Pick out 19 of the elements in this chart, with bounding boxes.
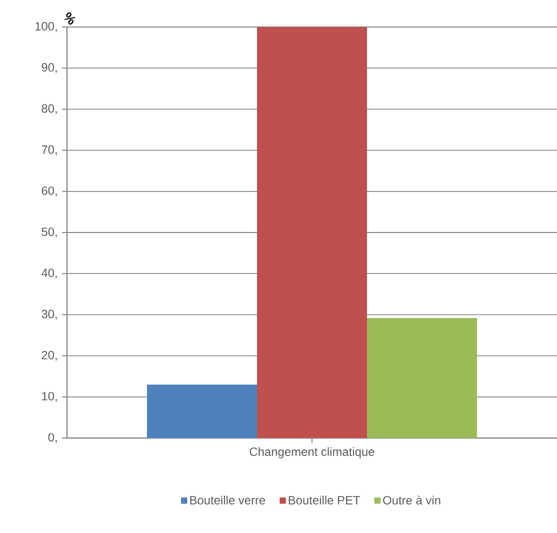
legend-label: Bouteille PET: [288, 496, 360, 504]
legend-label: Bouteille verre: [190, 496, 266, 504]
y-tick-label: 50,: [42, 228, 57, 238]
y-tick-label: 40,: [41, 268, 57, 279]
bar: [257, 26, 368, 438]
y-tick-label: 70,: [42, 145, 57, 156]
y-tick-label: 0,: [48, 433, 57, 443]
x-tick-label: Changement climatique: [250, 447, 374, 458]
bar: [367, 318, 478, 438]
y-tick-label: 20,: [42, 350, 57, 361]
y-tick-label: 80,: [42, 104, 57, 114]
y-tick-label: 90,: [42, 63, 57, 74]
y-tick-label: 10,: [42, 392, 57, 402]
y-tick-label: 100,: [35, 22, 57, 32]
y-tick-label: 60,: [42, 186, 57, 196]
y-axis-title: %: [64, 12, 76, 25]
y-tick-label: 30,: [42, 310, 57, 320]
bar: [146, 384, 257, 438]
legend-label: Outre à vin: [383, 496, 440, 505]
